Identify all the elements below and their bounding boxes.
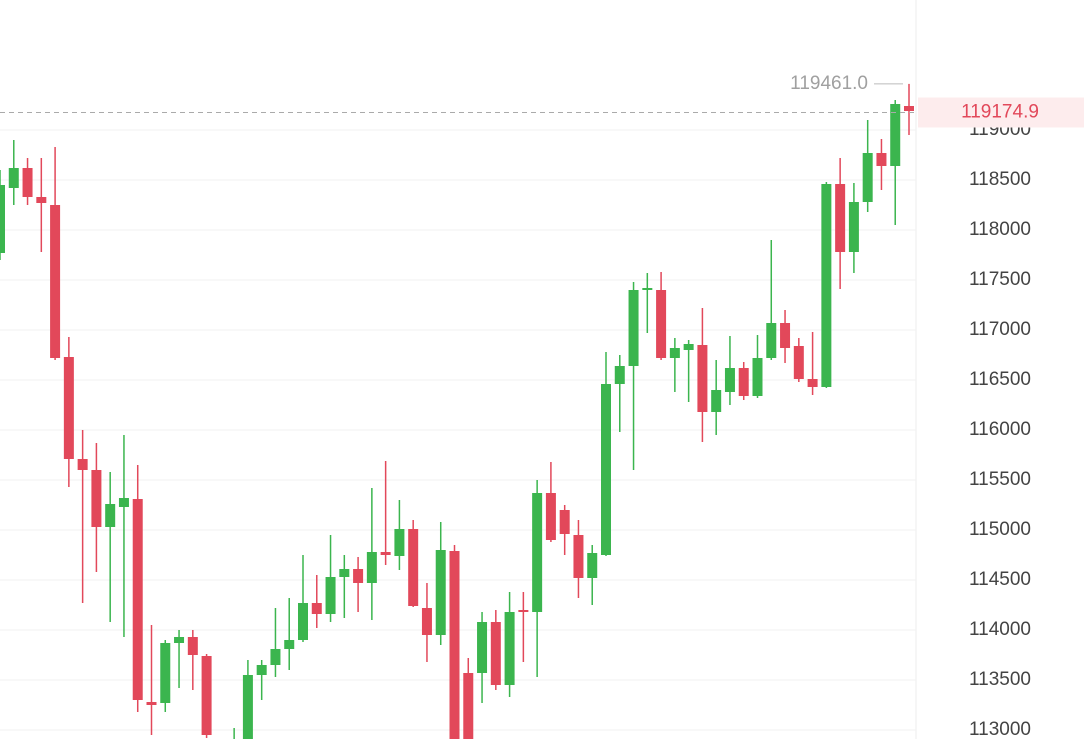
candle-body [601, 384, 611, 555]
candle-body [876, 153, 887, 166]
y-tick-label: 116500 [969, 369, 1031, 390]
candle-body [36, 197, 47, 203]
candle-body [724, 368, 735, 392]
last-price-box [918, 97, 1084, 128]
candle-body [91, 470, 102, 527]
candle-body [0, 185, 5, 253]
candle-body [174, 637, 185, 643]
candle-body [242, 675, 253, 739]
candle-body [793, 346, 804, 379]
candle-body [160, 643, 171, 703]
candle-body [63, 357, 74, 459]
candle-body [421, 608, 432, 635]
candle-body [835, 184, 846, 252]
candle-body [8, 168, 19, 188]
candle-body [394, 529, 405, 556]
candle-body [50, 205, 61, 358]
candle-body [298, 603, 308, 640]
y-tick-label: 115500 [969, 469, 1031, 490]
candle-body [504, 612, 515, 685]
candle-body [656, 290, 667, 358]
candle-body [614, 366, 625, 384]
candle-body [105, 504, 116, 527]
y-tick-label: 114500 [969, 569, 1031, 590]
candle-body [339, 569, 350, 577]
y-tick-label: 116000 [969, 419, 1031, 440]
candle-body [408, 529, 419, 606]
candle-body [587, 553, 598, 578]
y-tick-label: 113500 [969, 669, 1031, 690]
candle-body [766, 323, 777, 358]
candle-body [780, 323, 791, 348]
candle-body [532, 493, 543, 612]
candle-body [270, 649, 281, 665]
y-tick-label: 117500 [969, 269, 1031, 290]
candle-body [325, 577, 336, 614]
candle-body [490, 622, 501, 685]
candle-body [187, 637, 198, 655]
candle-body [435, 550, 446, 635]
candle-body [738, 368, 749, 396]
candle-body [559, 510, 570, 534]
candle-body [683, 344, 694, 350]
y-tick-label: 114000 [969, 619, 1031, 640]
candle-body [118, 498, 129, 507]
y-tick-label: 115000 [969, 519, 1031, 540]
candle-body [821, 184, 832, 387]
candle-body [752, 358, 763, 396]
y-tick-label: 113000 [969, 719, 1031, 739]
candle-body [669, 348, 680, 358]
candle-body [477, 622, 488, 673]
candle-body [904, 106, 914, 111]
candle-body [77, 459, 88, 470]
last-price-label: 119174.9 [961, 102, 1039, 123]
y-tick-label: 118000 [969, 219, 1031, 240]
candle-body [807, 379, 818, 387]
candle-body [366, 552, 377, 583]
candle-body [642, 288, 653, 290]
candle-body [518, 610, 529, 612]
candle-body [848, 202, 859, 252]
candle-body [463, 673, 474, 739]
candle-body [201, 656, 212, 735]
y-tick-label: 118500 [969, 169, 1031, 190]
candle-body [284, 640, 295, 649]
candle-body [22, 168, 33, 197]
candle-body [890, 104, 901, 166]
candle-body [573, 535, 584, 578]
candle-body [256, 665, 267, 675]
candle-body [449, 551, 460, 739]
candle-body [146, 702, 157, 705]
candle-body [545, 493, 556, 540]
candle-body [711, 390, 722, 412]
high-marker-label: 119461.0 [790, 73, 868, 94]
candle-body [862, 153, 873, 202]
candle-body [311, 603, 322, 614]
candle-body [132, 499, 143, 700]
candle-body [380, 552, 391, 555]
y-tick-label: 117000 [969, 319, 1031, 340]
candle-body [697, 345, 708, 412]
candle-body [628, 290, 639, 366]
candle-body [353, 569, 364, 583]
